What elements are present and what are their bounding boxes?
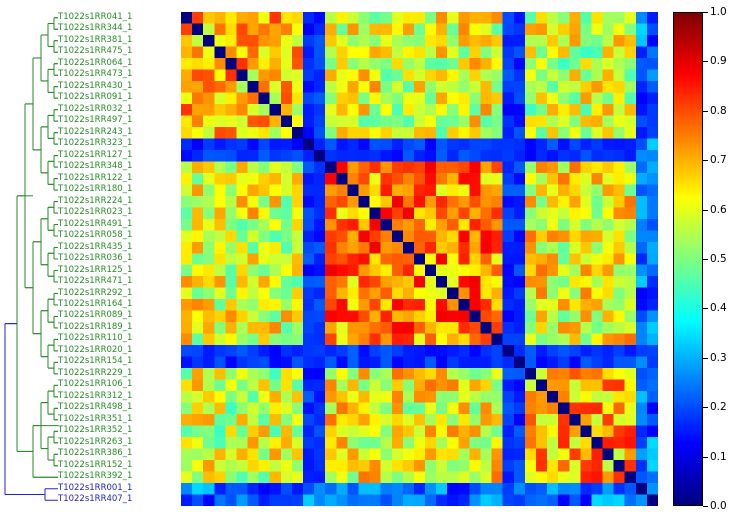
row-label: T1022s1RR089_1 (58, 310, 133, 321)
row-label: T1022s1RR292_1 (58, 287, 133, 298)
row-label: T1022s1RR348_1 (58, 161, 133, 172)
row-label: T1022s1RR475_1 (58, 46, 133, 57)
row-label: T1022s1RR471_1 (58, 276, 133, 286)
row-label: T1022s1RR386_1 (58, 448, 133, 459)
colorbar-tick-label: 0.7 (710, 154, 727, 167)
row-label: T1022s1RR392_1 (58, 471, 133, 482)
colorbar-tick-mark (703, 61, 708, 63)
row-label: T1022s1RR344_1 (58, 23, 133, 34)
similarity-heatmap (181, 12, 658, 506)
colorbar-tick-label: 0.6 (710, 203, 727, 216)
colorbar-tick-mark (703, 110, 708, 112)
row-label: T1022s1RR064_1 (58, 57, 133, 68)
row-label: T1022s1RR154_1 (58, 356, 133, 367)
row-label: T1022s1RR224_1 (58, 195, 133, 206)
colorbar-tick-label: 0.2 (710, 401, 727, 414)
row-label: T1022s1RR229_1 (58, 367, 133, 378)
colorbar-tick-mark (703, 456, 708, 458)
row-label: T1022s1RR497_1 (58, 115, 133, 126)
colorbar-tick-label: 0.0 (710, 500, 727, 512)
colorbar-tick-mark (703, 506, 708, 507)
row-label: T1022s1RR473_1 (58, 69, 133, 80)
colorbar (673, 12, 703, 506)
row-label: T1022s1RR435_1 (58, 241, 133, 252)
colorbar-tick-label: 0.3 (710, 351, 727, 364)
colorbar-tick-labels: 0.0 0.1 0.2 0.3 0.4 0.5 0.6 0.7 0.8 0.9 1.0 (703, 6, 747, 512)
colorbar-gradient (673, 12, 703, 506)
row-label: T1022s1RR498_1 (58, 402, 133, 413)
row-label: T1022s1RR152_1 (58, 459, 133, 470)
colorbar-tick-mark (703, 308, 708, 310)
colorbar-tick-label: 0.9 (710, 55, 727, 68)
row-label: T1022s1RR243_1 (58, 126, 133, 137)
colorbar-tick-label: 1.0 (710, 6, 727, 18)
colorbar-tick-mark (703, 209, 708, 211)
row-label: T1022s1RR312_1 (58, 390, 133, 401)
row-label: T1022s1RR351_1 (58, 413, 133, 424)
colorbar-tick-mark (703, 160, 708, 162)
row-label: T1022s1RR491_1 (58, 218, 133, 229)
row-label: T1022s1RR407_1 (58, 494, 133, 505)
row-dendrogram (4, 12, 59, 506)
row-label: T1022s1RR127_1 (58, 149, 133, 160)
row-label: T1022s1RR430_1 (58, 80, 133, 91)
row-label: T1022s1RR110_1 (58, 333, 133, 344)
colorbar-tick-label: 0.1 (710, 450, 727, 463)
row-label: T1022s1RR106_1 (58, 379, 133, 390)
heatmap-matrix (181, 12, 658, 506)
colorbar-tick-mark (703, 259, 708, 260)
colorbar-tick-mark (703, 357, 708, 359)
row-label: T1022s1RR263_1 (58, 436, 133, 447)
row-label: T1022s1RR032_1 (58, 103, 133, 114)
row-label: T1022s1RR091_1 (58, 92, 133, 103)
colorbar-tick-label: 0.5 (710, 253, 727, 265)
row-label: T1022s1RR020_1 (58, 344, 133, 355)
colorbar-tick-mark (703, 12, 708, 13)
row-label: T1022s1RR352_1 (58, 425, 133, 436)
row-label: T1022s1RR189_1 (58, 321, 133, 332)
row-label-list: T1022s1RR041_1 T1022s1RR344_1 T1022s1RR381… (58, 12, 176, 506)
row-label: T1022s1RR122_1 (58, 172, 133, 183)
row-label: T1022s1RR001_1 (58, 482, 133, 493)
colorbar-tick-mark (703, 407, 708, 409)
row-label: T1022s1RR381_1 (58, 34, 133, 45)
row-label: T1022s1RR036_1 (58, 253, 133, 263)
row-label: T1022s1RR125_1 (58, 264, 133, 275)
row-label: T1022s1RR180_1 (58, 184, 133, 195)
colorbar-tick-label: 0.8 (710, 104, 727, 117)
row-label: T1022s1RR164_1 (58, 299, 133, 309)
row-label: T1022s1RR023_1 (58, 207, 133, 217)
row-label: T1022s1RR058_1 (58, 230, 133, 240)
row-label: T1022s1RR041_1 (58, 11, 133, 22)
row-label: T1022s1RR323_1 (58, 138, 133, 149)
colorbar-tick-label: 0.4 (710, 302, 727, 315)
